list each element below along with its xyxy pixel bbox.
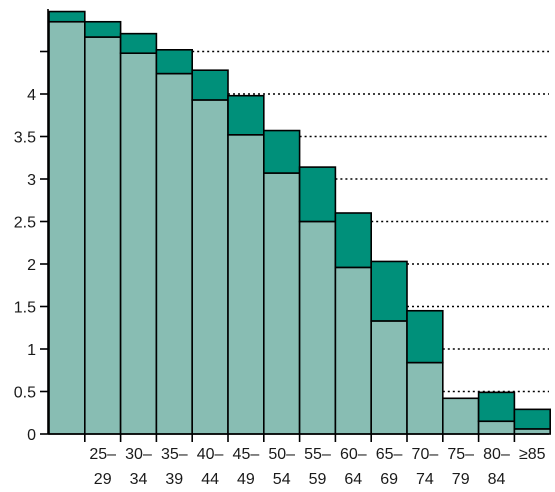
x-category-label-3-line2: 39 bbox=[165, 471, 183, 488]
bar-7-series-1 bbox=[298, 166, 337, 223]
bar-9-series-0 bbox=[370, 320, 408, 435]
x-category-label-4-line2: 44 bbox=[201, 471, 219, 488]
y-tick-label-1: 0.5 bbox=[14, 385, 36, 402]
x-category-label-12-line1: 80– bbox=[483, 446, 510, 463]
grid-layer bbox=[192, 50, 549, 393]
y-tick-label-4: 2 bbox=[27, 257, 36, 274]
y-tick-label-2: 1 bbox=[27, 342, 36, 359]
bar-10-series-1 bbox=[406, 309, 444, 364]
x-category-label-4-line1: 40– bbox=[197, 446, 224, 463]
bar-0-series-0 bbox=[48, 20, 86, 435]
x-category-label-1-line2: 29 bbox=[94, 471, 112, 488]
bar-2-series-0 bbox=[119, 52, 158, 435]
x-category-label-2-line1: 30– bbox=[125, 446, 152, 463]
x-category-label-3-line1: 35– bbox=[161, 446, 188, 463]
y-tick-label-0: 0 bbox=[27, 427, 36, 444]
x-category-label-6-line2: 54 bbox=[273, 471, 291, 488]
y-tick-label-6: 3 bbox=[27, 172, 36, 189]
bar-2-series-1 bbox=[119, 32, 158, 55]
bar-5-series-0 bbox=[227, 134, 265, 435]
x-category-label-9-line2: 69 bbox=[380, 471, 398, 488]
x-category-label-2-line2: 34 bbox=[130, 471, 148, 488]
bar-3-series-0 bbox=[155, 72, 193, 435]
y-tick-label-3: 1.5 bbox=[14, 300, 36, 317]
bar-8-series-1 bbox=[334, 212, 372, 269]
bar-6-series-0 bbox=[262, 172, 301, 435]
x-category-label-11-line2: 79 bbox=[452, 471, 470, 488]
bar-13-series-1 bbox=[513, 408, 552, 430]
x-category-label-10-line1: 70– bbox=[412, 446, 439, 463]
bar-6-series-1 bbox=[262, 129, 301, 174]
x-category-label-8-line2: 64 bbox=[344, 471, 362, 488]
label-layer: 0 0.5 1 1.5 2 2.5 3 3.5 4 25– 29 30– 34 35– 39 40– 44 45–… bbox=[14, 87, 546, 488]
x-category-label-10-line2: 74 bbox=[416, 471, 434, 488]
bar-12-series-0 bbox=[477, 420, 516, 435]
x-category-label-1-line1: 25– bbox=[89, 446, 116, 463]
x-category-label-5-line2: 49 bbox=[237, 471, 255, 488]
bar-layer bbox=[48, 10, 552, 435]
bar-11-series-0 bbox=[441, 397, 480, 435]
x-category-label-13-line1: ≥85 bbox=[519, 446, 546, 463]
x-category-label-12-line2: 84 bbox=[488, 471, 506, 488]
bar-1-series-1 bbox=[84, 20, 122, 38]
bar-5-series-1 bbox=[227, 94, 265, 136]
x-category-label-7-line2: 59 bbox=[309, 471, 327, 488]
bar-7-series-0 bbox=[298, 220, 337, 435]
x-category-label-6-line1: 50– bbox=[268, 446, 295, 463]
x-category-label-8-line1: 60– bbox=[340, 446, 367, 463]
bar-10-series-0 bbox=[406, 361, 444, 435]
bar-4-series-1 bbox=[191, 69, 229, 101]
y-tick-label-8: 4 bbox=[27, 87, 36, 104]
x-category-label-9-line1: 65– bbox=[376, 446, 403, 463]
x-category-label-5-line1: 45– bbox=[233, 446, 260, 463]
bar-9-series-1 bbox=[370, 260, 408, 322]
bar-3-series-1 bbox=[155, 48, 193, 75]
axis-layer bbox=[40, 9, 549, 442]
bar-12-series-1 bbox=[477, 391, 516, 423]
x-category-label-7-line1: 55– bbox=[304, 446, 331, 463]
y-tick-label-5: 2.5 bbox=[14, 215, 36, 232]
y-tick-label-7: 3.5 bbox=[14, 130, 36, 147]
x-category-label-11-line1: 75– bbox=[447, 446, 474, 463]
bar-8-series-0 bbox=[334, 266, 372, 435]
bar-0-series-1 bbox=[48, 10, 86, 23]
bar-1-series-0 bbox=[84, 36, 122, 435]
bar-4-series-0 bbox=[191, 99, 229, 435]
